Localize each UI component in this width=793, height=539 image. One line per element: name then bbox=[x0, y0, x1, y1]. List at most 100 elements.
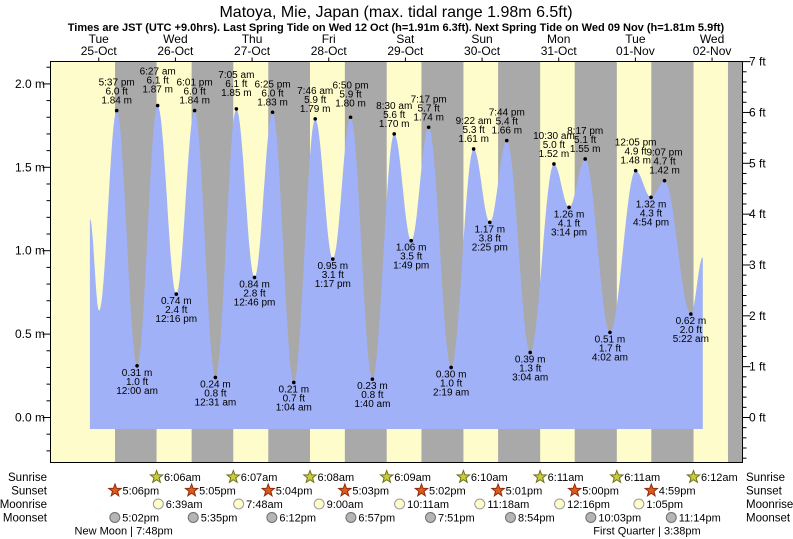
moonrise-time: 11:18am bbox=[487, 499, 529, 511]
sunset-star bbox=[413, 482, 430, 497]
day-label: Wed bbox=[163, 32, 187, 46]
sunrise-time: 6:06am bbox=[164, 472, 201, 484]
tide-extreme-dot bbox=[252, 275, 257, 280]
sunrise-star bbox=[225, 469, 241, 484]
axis-label-ft: 2 ft bbox=[749, 309, 766, 323]
night-band bbox=[727, 61, 743, 463]
high-tide-annotation-line: 6.0 ft bbox=[106, 87, 128, 98]
low-tide-annotation-line: 0.23 m bbox=[357, 381, 388, 392]
tide-extreme-dot bbox=[192, 108, 197, 113]
high-tide-annotation-line: 1.79 m bbox=[300, 104, 331, 115]
moonset-row-label-right: Moonset bbox=[746, 513, 791, 525]
moonset-circle bbox=[345, 512, 357, 523]
high-tide-annotation-line: 5.0 ft bbox=[543, 140, 565, 151]
axis-label-ft: 1 ft bbox=[749, 360, 766, 374]
high-tide-annotation-line: 5.7 ft bbox=[418, 103, 440, 114]
sunrise-star bbox=[149, 469, 165, 484]
high-tide-annotation-line: 6:50 pm bbox=[332, 80, 368, 91]
sunrise-time: 6:09am bbox=[394, 472, 431, 484]
moonset-time: 8:54pm bbox=[518, 513, 555, 525]
moonset-time: 11:14pm bbox=[679, 513, 721, 525]
moonset-circle bbox=[266, 512, 278, 523]
tide-extreme-dot bbox=[583, 157, 587, 161]
day-label: Wed bbox=[700, 32, 724, 46]
sunrise-star bbox=[379, 469, 395, 484]
tide-extreme-dot bbox=[567, 205, 571, 210]
tide-extreme-dot bbox=[649, 195, 653, 200]
high-tide-annotation-line: 7:46 am bbox=[297, 86, 333, 97]
day-labels-row: Tue25-OctWed26-OctThu27-OctFri28-OctSat2… bbox=[81, 32, 732, 58]
axis-label-ft: 4 ft bbox=[749, 207, 766, 221]
low-tide-annotation-line: 4.1 ft bbox=[558, 218, 580, 229]
date-label: 29-Oct bbox=[387, 44, 424, 58]
tide-extreme-dot bbox=[487, 220, 492, 225]
tide-extreme-dot bbox=[426, 125, 431, 130]
high-tide-annotation-line: 6:27 am bbox=[140, 67, 176, 78]
tide-curve-area bbox=[89, 105, 703, 429]
tide-extreme-dot bbox=[331, 257, 335, 261]
day-label: Thu bbox=[242, 32, 263, 46]
moonset-circle bbox=[504, 512, 516, 523]
moonrise-circle bbox=[152, 498, 164, 510]
low-tide-annotation-line: 1.06 m bbox=[396, 243, 427, 254]
high-tide-annotation-line: 1.84 m bbox=[101, 96, 132, 107]
tide-extreme-dot bbox=[608, 330, 612, 335]
low-tide-annotation-line: 0.62 m bbox=[676, 316, 707, 327]
axis-label-m: 1.0 m bbox=[15, 244, 45, 258]
date-label: 26-Oct bbox=[157, 44, 194, 58]
moonrise-circle bbox=[554, 498, 566, 510]
low-tide-annotation-line: 3.5 ft bbox=[400, 252, 422, 263]
high-tide-annotation-line: 7:05 am bbox=[218, 70, 254, 81]
low-tide-annotation-line: 0.21 m bbox=[279, 384, 310, 395]
high-tide-annotation-line: 5.1 ft bbox=[574, 135, 596, 146]
axis-label-ft: 3 ft bbox=[749, 258, 766, 272]
sunset-star bbox=[490, 482, 506, 497]
tide-extreme-dot bbox=[471, 147, 476, 151]
low-tide-annotation-line: 0.39 m bbox=[515, 354, 546, 365]
high-tide-annotation-line: 1.70 m bbox=[379, 119, 410, 130]
high-tide-annotation-line: 6.1 ft bbox=[147, 76, 169, 87]
moonset-circle bbox=[109, 512, 121, 523]
low-tide-annotation-line: 0.74 m bbox=[161, 296, 192, 307]
low-tide-annotation-line: 1.7 ft bbox=[599, 343, 621, 354]
low-tide-annotation-line: 0.8 ft bbox=[204, 388, 226, 399]
tide-extreme-dot bbox=[270, 110, 275, 115]
low-tide-annotation-line: 12:16 pm bbox=[155, 314, 197, 325]
high-tide-annotation-line: 6:25 pm bbox=[254, 79, 290, 90]
high-tide-annotation-line: 7:17 pm bbox=[411, 94, 447, 105]
high-tide-annotation-line: 8:17 pm bbox=[567, 126, 603, 137]
high-tide-annotation-line: 5.4 ft bbox=[496, 117, 518, 128]
low-tide-annotation-line: 0.24 m bbox=[200, 379, 231, 390]
tide-extreme-dot bbox=[392, 132, 397, 136]
tide-extreme-dot bbox=[174, 292, 179, 296]
high-tide-annotation-line: 1.84 m bbox=[179, 96, 210, 107]
low-tide-annotation-line: 4:02 am bbox=[592, 352, 628, 363]
low-tide-annotation-line: 12:00 am bbox=[116, 386, 158, 397]
low-tide-annotation-line: 5:22 am bbox=[673, 334, 709, 345]
high-tide-annotation-line: 1.85 m bbox=[221, 88, 252, 99]
moonset-time: 5:35pm bbox=[201, 513, 238, 525]
low-tide-annotation-line: 2:19 am bbox=[433, 387, 469, 398]
sunset-star bbox=[107, 482, 123, 497]
sunrise-row-label-left: Sunrise bbox=[8, 472, 47, 484]
low-tide-annotation-line: 4:54 pm bbox=[633, 217, 669, 228]
tide-curve bbox=[89, 105, 703, 429]
sunset-time: 5:06pm bbox=[123, 486, 160, 498]
day-label: Sat bbox=[396, 32, 415, 46]
high-tide-annotation-line: 1.55 m bbox=[570, 144, 601, 155]
high-tide-annotation-line: 5.6 ft bbox=[383, 110, 405, 121]
moonset-time: 5:02pm bbox=[122, 513, 159, 525]
sunrise-time: 6:10am bbox=[471, 472, 508, 484]
sunrise-star bbox=[685, 469, 702, 484]
moonset-time: 10:03pm bbox=[598, 513, 641, 525]
tide-extreme-dot bbox=[409, 238, 413, 243]
moonset-circle bbox=[187, 512, 199, 523]
high-tide-annotation-line: 6.1 ft bbox=[225, 79, 247, 90]
moonrise-time: 12:16pm bbox=[567, 499, 610, 511]
moonrise-circle bbox=[394, 498, 406, 510]
low-tide-annotation-line: 1.26 m bbox=[554, 209, 585, 220]
moonset-circle bbox=[665, 512, 677, 523]
sunset-time: 5:04pm bbox=[276, 486, 313, 498]
